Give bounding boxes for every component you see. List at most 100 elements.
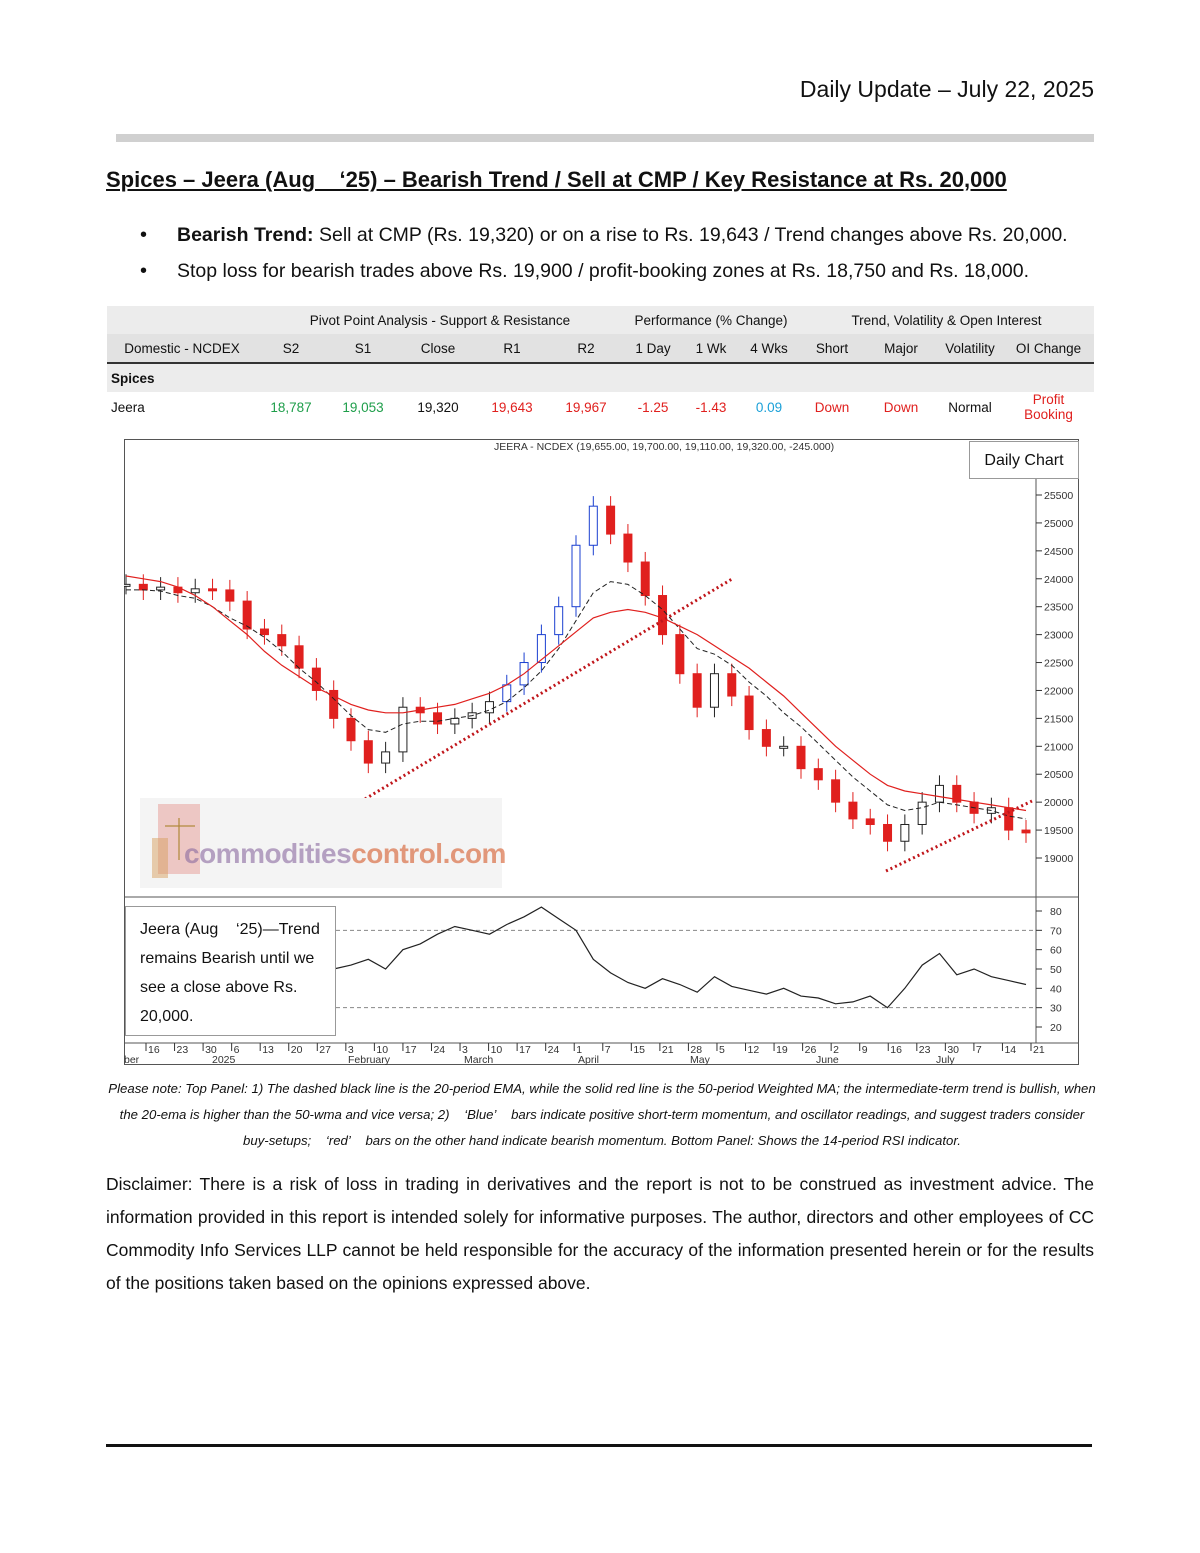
month-label: July — [936, 1054, 955, 1065]
cell-1wk: -1.43 — [695, 399, 727, 415]
bullet-list: Bearish Trend: Sell at CMP (Rs. 19,320) … — [140, 222, 1068, 294]
cell-1day: -1.25 — [637, 399, 669, 415]
date-tick-label: 1 — [576, 1044, 582, 1056]
price-tick-label: 19000 — [1044, 853, 1073, 865]
price-tick-label: 24000 — [1044, 574, 1073, 586]
candle-body — [190, 588, 200, 594]
header-rule — [116, 134, 1094, 142]
candle-body — [381, 751, 391, 764]
cell-volatility: Normal — [948, 399, 992, 415]
month-label: ber — [124, 1054, 140, 1065]
chart-axis: 2550025000245002400023500230002250022000… — [124, 490, 1073, 1065]
candle-body — [779, 745, 789, 749]
candle-body — [623, 533, 633, 563]
cell-oi: Profit Booking — [1024, 392, 1073, 422]
pivot-table: Pivot Point Analysis - Support & Resista… — [107, 306, 1094, 422]
cell-r2: 19,967 — [565, 399, 607, 415]
support-trendline — [364, 577, 733, 801]
candle-body — [156, 586, 166, 591]
candle-body — [346, 717, 356, 742]
price-tick-label: 20000 — [1044, 797, 1073, 809]
candle-body — [554, 606, 564, 636]
date-tick-label: 24 — [433, 1044, 445, 1056]
candle-body — [727, 673, 737, 697]
date-tick-label: 7 — [605, 1044, 611, 1056]
rsi-tick-label: 20 — [1050, 1022, 1062, 1034]
col-4wks: 4 Wks — [739, 334, 799, 364]
header-date: Daily Update – July 22, 2025 — [799, 76, 1094, 102]
candle-body — [363, 740, 373, 764]
candle-body — [848, 801, 858, 820]
rsi-tick-label: 80 — [1050, 906, 1062, 918]
watermark-logo-icon — [140, 798, 502, 888]
cell-short: Down — [814, 399, 850, 415]
col-s1: S1 — [325, 334, 401, 364]
group-performance: Performance (% Change) — [623, 306, 799, 334]
price-tick-label: 21500 — [1044, 713, 1073, 725]
date-tick-label: 27 — [319, 1044, 331, 1056]
price-chart: 2550025000245002400023500230002250022000… — [124, 441, 1079, 1065]
cell-s1: 19,053 — [342, 399, 384, 415]
candle-body — [536, 634, 546, 664]
price-tick-label: 22500 — [1044, 658, 1073, 670]
date-tick-label: 15 — [633, 1044, 645, 1056]
chart-note: Please note: Top Panel: 1) The dashed bl… — [108, 1081, 1096, 1148]
price-tick-label: 24500 — [1044, 546, 1073, 558]
group-pivot: Pivot Point Analysis - Support & Resista… — [257, 306, 623, 334]
cell-s2: 18,787 — [270, 399, 312, 415]
candle-body — [450, 717, 460, 725]
month-label: April — [578, 1054, 599, 1065]
candle-body — [242, 600, 252, 630]
date-tick-label: 30 — [947, 1044, 959, 1056]
date-tick-label: 7 — [976, 1044, 982, 1056]
month-label: 2025 — [212, 1054, 236, 1065]
candle-body — [588, 505, 598, 546]
candle-body — [433, 712, 443, 725]
daily-chart-badge: Daily Chart — [969, 441, 1079, 479]
candle-body — [658, 595, 668, 636]
candle-body — [311, 667, 321, 691]
candle-body — [208, 588, 218, 592]
price-tick-label: 25000 — [1044, 518, 1073, 530]
candle-body — [294, 645, 304, 669]
chart-header-text: JEERA - NCDEX (19,655.00, 19,700.00, 19,… — [494, 441, 834, 453]
candle-body — [883, 823, 893, 842]
date-tick-label: 3 — [348, 1044, 354, 1056]
candle-body — [1021, 829, 1031, 834]
candlesticks — [124, 496, 1031, 852]
rsi-tick-label: 60 — [1050, 945, 1062, 957]
candle-body — [813, 768, 823, 781]
rsi-tick-label: 70 — [1050, 925, 1062, 937]
table-column-header: Domestic - NCDEX S2 S1 Close R1 R2 1 Day… — [107, 334, 1094, 364]
col-r1: R1 — [475, 334, 549, 364]
footer-rule — [106, 1444, 1092, 1447]
candle-body — [831, 779, 841, 803]
candle-body — [744, 695, 754, 731]
date-tick-label: 5 — [719, 1044, 725, 1056]
price-tick-label: 19500 — [1044, 825, 1073, 837]
group-trend: Trend, Volatility & Open Interest — [799, 306, 1094, 334]
bullet-stoploss: Stop loss for bearish trades above Rs. 1… — [140, 258, 1068, 294]
candle-body — [692, 673, 702, 708]
date-tick-label: 23 — [177, 1044, 189, 1056]
date-tick-label: 20 — [291, 1044, 303, 1056]
price-tick-label: 23000 — [1044, 630, 1073, 642]
watermark-text: commoditiescontrol.com — [184, 838, 506, 870]
chart-frame — [124, 439, 1079, 1065]
group-blank — [107, 306, 257, 334]
date-tick-label: 19 — [776, 1044, 788, 1056]
chart-annotation: Jeera (Aug ‘25)—Trend remains Bearish un… — [125, 906, 336, 1036]
wma-50-line — [125, 575, 1027, 812]
price-tick-label: 21000 — [1044, 741, 1073, 753]
cell-4wks: 0.09 — [755, 399, 783, 415]
watermark-part2: control.com — [351, 838, 506, 869]
candle-body — [571, 544, 581, 608]
col-domestic: Domestic - NCDEX — [107, 334, 257, 364]
date-tick-label: 10 — [491, 1044, 503, 1056]
date-tick-label: 23 — [919, 1044, 931, 1056]
bullet-stoploss-text: Stop loss for bearish trades above Rs. 1… — [177, 260, 1030, 282]
month-label: March — [464, 1054, 493, 1065]
candle-body — [484, 701, 494, 714]
candle-body — [796, 745, 806, 770]
cell-close: 19,320 — [417, 399, 459, 415]
